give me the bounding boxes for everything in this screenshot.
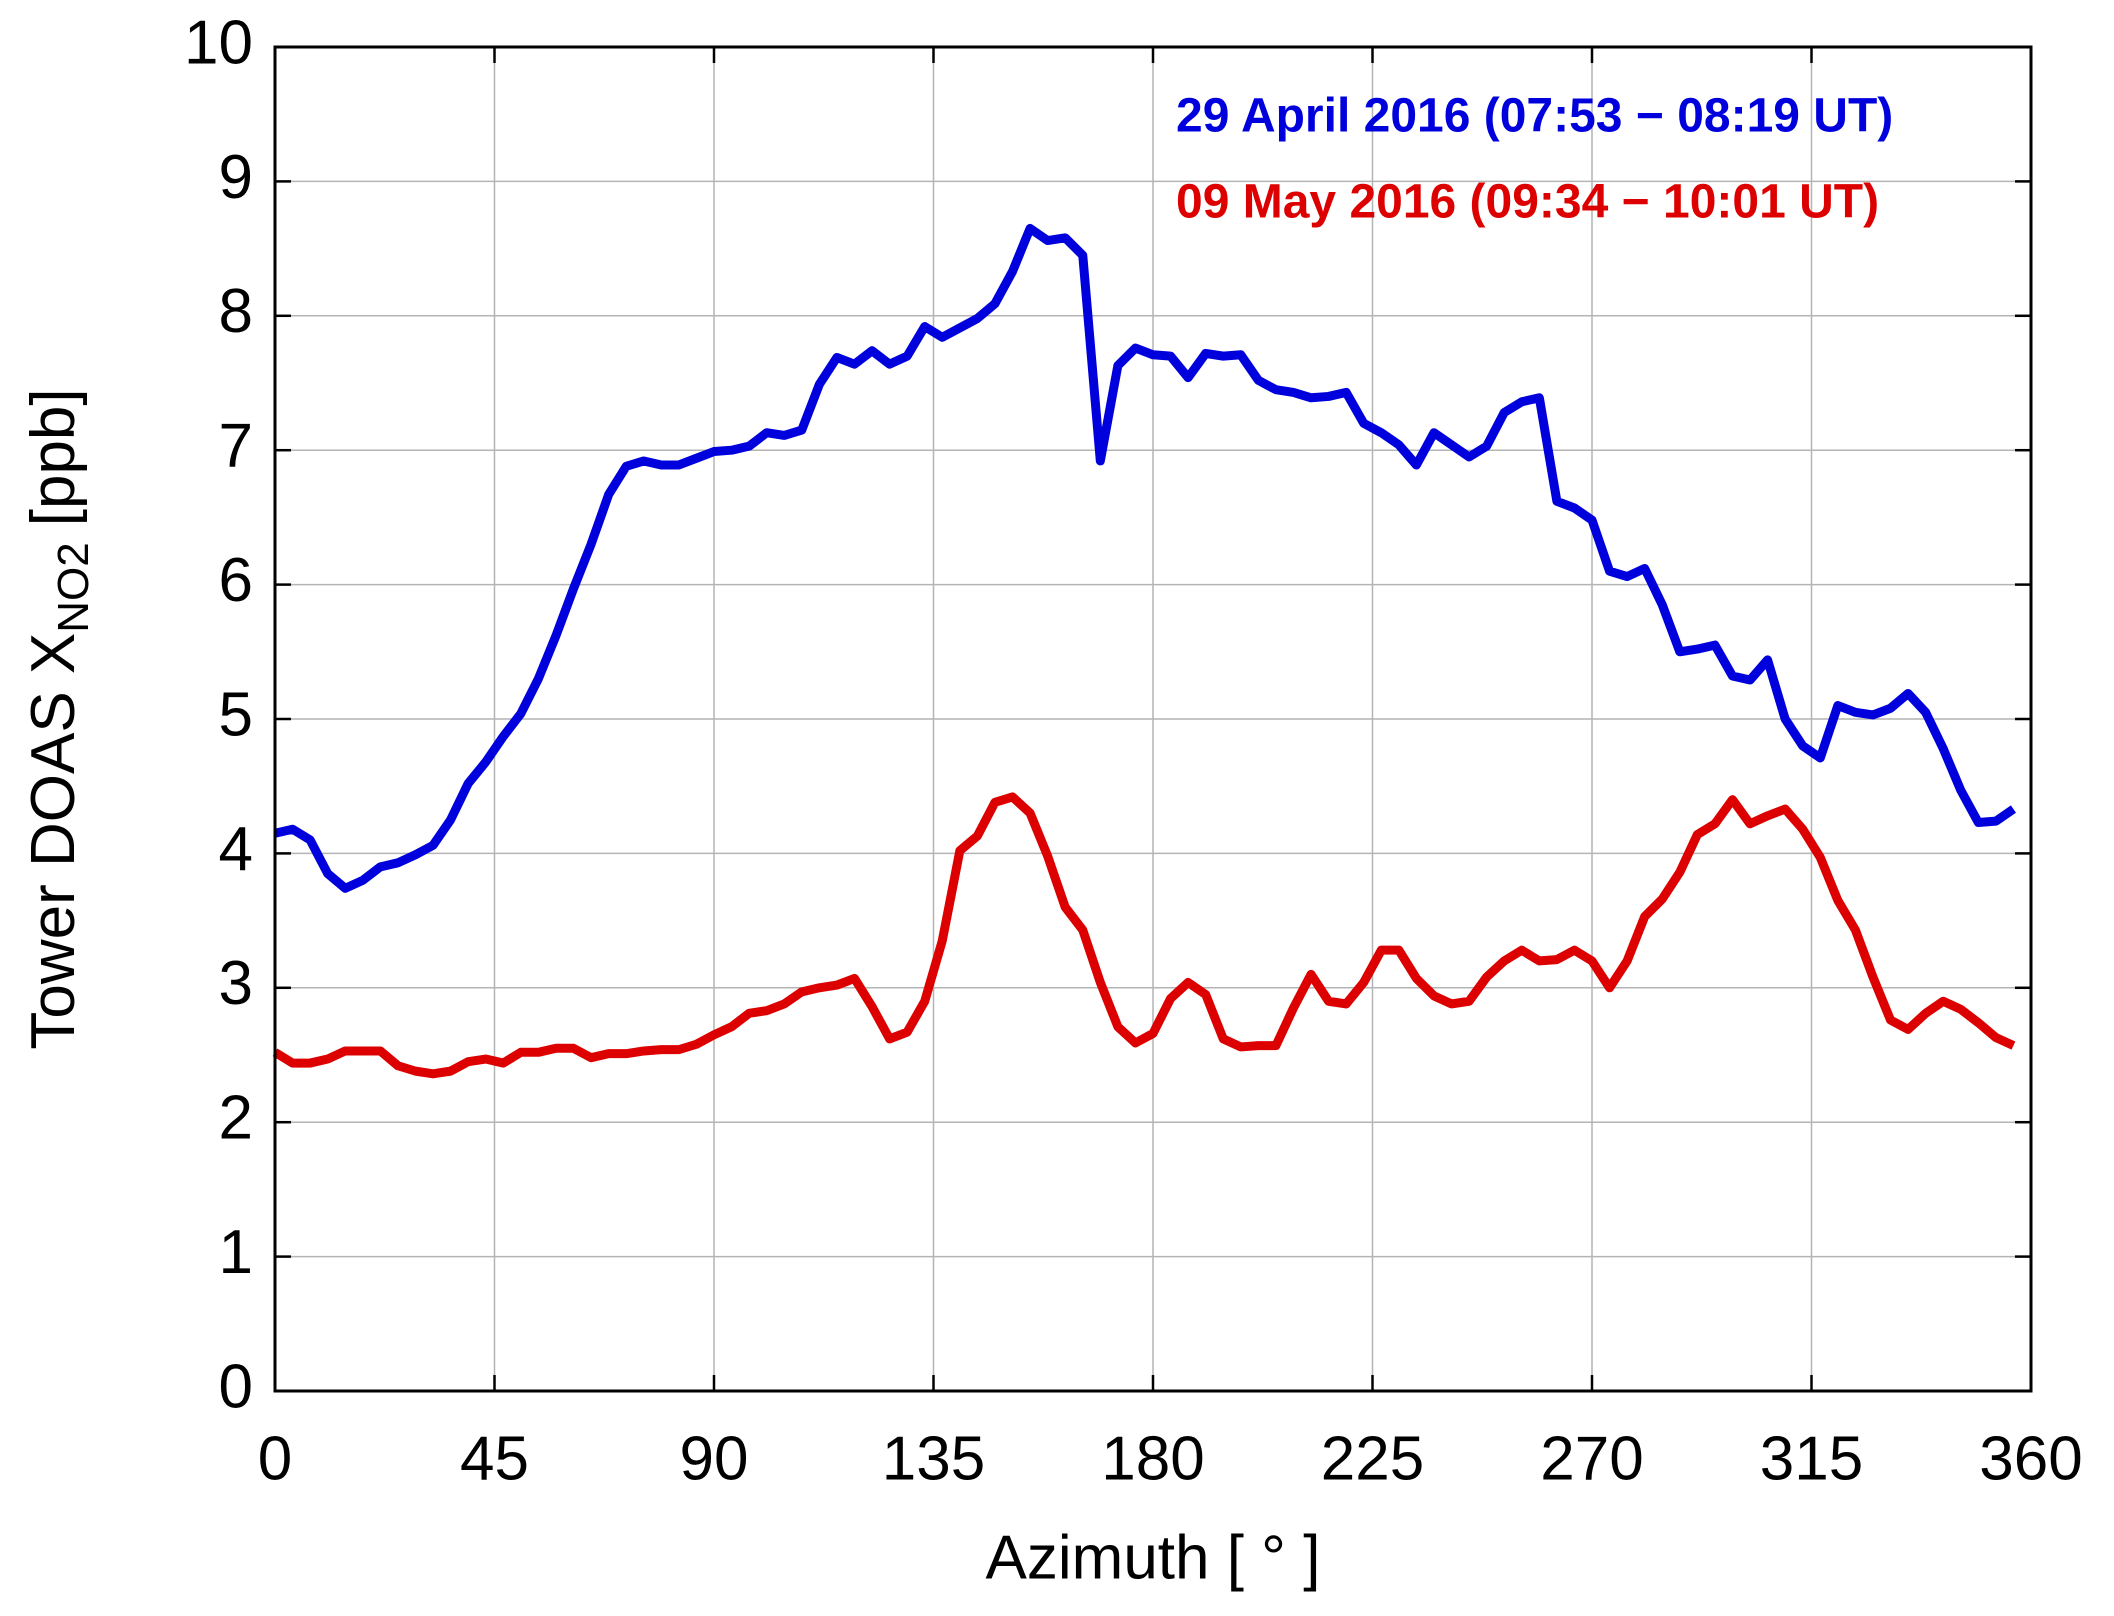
y-tick-label: 6	[219, 546, 253, 615]
y-label-main: Tower DOAS X	[19, 633, 88, 1050]
x-tick-label: 225	[1321, 1424, 1424, 1493]
y-tick-label: 1	[219, 1218, 253, 1287]
x-tick-label: 270	[1540, 1424, 1643, 1493]
x-axis-label: Azimuth [ ° ]	[986, 1523, 1321, 1592]
y-tick-label: 10	[184, 8, 253, 77]
x-tick-label: 360	[1979, 1424, 2082, 1493]
x-tick-label: 45	[460, 1424, 529, 1493]
y-axis-label: Tower DOAS XNO2 [ppb]	[19, 388, 97, 1049]
legend-entry: 09 May 2016 (09:34 − 10:01 UT)	[1176, 176, 1879, 229]
x-tick-label: 135	[882, 1424, 985, 1493]
x-tick-label: 180	[1101, 1424, 1204, 1493]
y-tick-label: 0	[219, 1352, 253, 1421]
x-tick-label: 315	[1760, 1424, 1863, 1493]
legend-entry: 29 April 2016 (07:53 − 08:19 UT)	[1176, 90, 1893, 143]
x-tick-label: 90	[680, 1424, 749, 1493]
data-line	[273, 223, 2016, 893]
y-label-unit: [ppb]	[19, 388, 88, 526]
plot-frame	[273, 45, 2033, 1393]
y-tick-label: 8	[219, 277, 253, 346]
y-tick-label: 9	[219, 143, 253, 212]
y-tick-label: 2	[219, 1084, 253, 1153]
y-tick-label: 3	[219, 949, 253, 1018]
data-line	[272, 792, 2016, 1079]
y-tick-label: 7	[219, 412, 253, 481]
y-tick-label: 5	[219, 680, 253, 749]
x-tick-label: 0	[258, 1424, 292, 1493]
y-tick-label: 4	[219, 815, 253, 884]
y-label-sub: NO2	[49, 542, 98, 632]
